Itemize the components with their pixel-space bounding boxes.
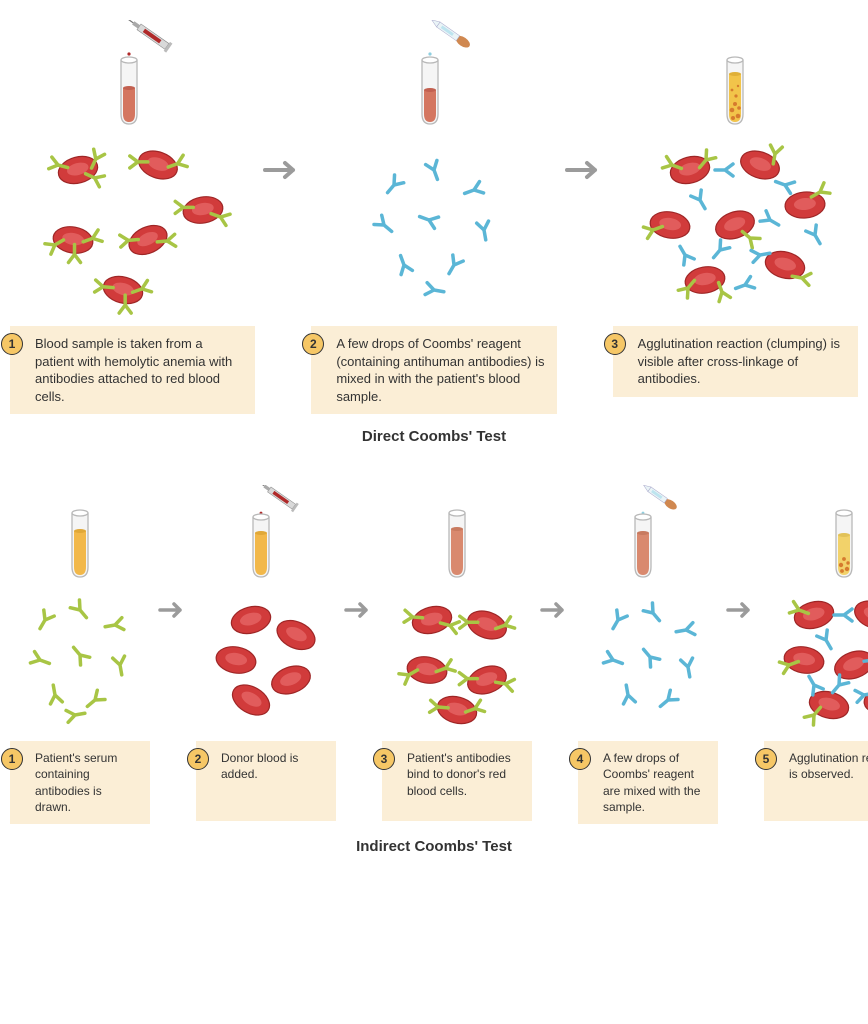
step-number-badge: 3 bbox=[373, 748, 395, 770]
indirect-title: Indirect Coombs' Test bbox=[10, 838, 858, 855]
indirect-step5-illustration bbox=[764, 585, 868, 735]
indirect-step-4: 4 A few drops of Coombs' reagent are mix… bbox=[578, 485, 718, 824]
agglutination-small-icon bbox=[764, 585, 868, 735]
caption-text: Agglutination reaction is observed. bbox=[789, 750, 868, 782]
caption-text: Agglutination reaction (clumping) is vis… bbox=[638, 335, 847, 388]
indirect-step4-tube-area bbox=[578, 485, 718, 585]
arrow-icon bbox=[540, 485, 570, 735]
direct-step3-tube-area bbox=[613, 20, 858, 130]
step-number-badge: 1 bbox=[1, 333, 23, 355]
agglutination-cluster-icon bbox=[620, 130, 850, 320]
indirect-step-1: 1 Patient's serum containing antibodies … bbox=[10, 485, 150, 824]
indirect-step-5: 5 Agglutination reaction is observed. bbox=[764, 485, 868, 821]
direct-step2-illustration bbox=[311, 130, 556, 320]
caption-text: A few drops of Coombs' reagent are mixed… bbox=[603, 750, 707, 815]
indirect-step5-caption: 5 Agglutination reaction is observed. bbox=[764, 741, 868, 821]
agglutination-tube-icon bbox=[705, 20, 765, 130]
indirect-step2-illustration bbox=[196, 585, 336, 735]
direct-step1-caption: 1 Blood sample is taken from a patient w… bbox=[10, 326, 255, 414]
rbc-bound-green-ab-icon bbox=[382, 585, 532, 735]
caption-text: Blood sample is taken from a patient wit… bbox=[35, 335, 244, 405]
green-antibodies-icon bbox=[10, 585, 150, 735]
blue-antibodies-small-icon bbox=[578, 585, 718, 735]
direct-step-3: 3 Agglutination reaction (clumping) is v… bbox=[613, 20, 858, 397]
indirect-step-3: 3 Patient's antibodies bind to donor's r… bbox=[382, 485, 532, 821]
indirect-row: 1 Patient's serum containing antibodies … bbox=[10, 485, 858, 824]
dropper-mixed-tube-icon bbox=[603, 485, 693, 585]
arrow-icon bbox=[158, 485, 188, 735]
direct-step1-tube-area bbox=[10, 20, 255, 130]
direct-step2-tube-area bbox=[311, 20, 556, 130]
step-number-badge: 5 bbox=[755, 748, 777, 770]
blue-antibodies-icon bbox=[334, 130, 534, 320]
arrow-icon bbox=[726, 485, 756, 735]
indirect-step1-caption: 1 Patient's serum containing antibodies … bbox=[10, 741, 150, 824]
caption-text: Donor blood is added. bbox=[221, 750, 325, 782]
indirect-step-2: 2 Donor blood is added. bbox=[196, 485, 336, 821]
syringe-tube-icon bbox=[83, 20, 183, 130]
direct-step3-caption: 3 Agglutination reaction (clumping) is v… bbox=[613, 326, 858, 397]
indirect-step5-tube-area bbox=[764, 485, 868, 585]
direct-step2-caption: 2 A few drops of Coombs' reagent (contai… bbox=[311, 326, 556, 414]
indirect-step2-tube-area bbox=[196, 485, 336, 585]
indirect-step1-illustration bbox=[10, 585, 150, 735]
indirect-step1-tube-area bbox=[10, 485, 150, 585]
agglutination-tube-small-icon bbox=[819, 485, 868, 585]
serum-tube-icon bbox=[55, 485, 105, 585]
caption-text: Patient's antibodies bind to donor's red… bbox=[407, 750, 521, 799]
direct-coombs-section: 1 Blood sample is taken from a patient w… bbox=[10, 20, 858, 445]
indirect-step3-tube-area bbox=[382, 485, 532, 585]
indirect-coombs-section: 1 Patient's serum containing antibodies … bbox=[10, 485, 858, 855]
indirect-step4-caption: 4 A few drops of Coombs' reagent are mix… bbox=[578, 741, 718, 824]
direct-step3-illustration bbox=[613, 130, 858, 320]
step-number-badge: 2 bbox=[187, 748, 209, 770]
arrow-icon bbox=[263, 20, 303, 320]
direct-row: 1 Blood sample is taken from a patient w… bbox=[10, 20, 858, 414]
direct-title: Direct Coombs' Test bbox=[10, 428, 858, 445]
step-number-badge: 3 bbox=[604, 333, 626, 355]
syringe-serum-tube-icon bbox=[221, 485, 311, 585]
step-number-badge: 2 bbox=[302, 333, 324, 355]
caption-text: A few drops of Coombs' reagent (containi… bbox=[336, 335, 545, 405]
direct-step1-illustration bbox=[10, 130, 255, 320]
arrow-icon bbox=[344, 485, 374, 735]
rbc-with-green-ab-icon bbox=[23, 130, 243, 320]
dropper-tube-icon bbox=[384, 20, 484, 130]
step-number-badge: 4 bbox=[569, 748, 591, 770]
step-number-badge: 1 bbox=[1, 748, 23, 770]
caption-text: Patient's serum containing antibodies is… bbox=[35, 750, 139, 815]
indirect-step3-illustration bbox=[382, 585, 532, 735]
direct-step-2: 2 A few drops of Coombs' reagent (contai… bbox=[311, 20, 556, 414]
arrow-icon bbox=[565, 20, 605, 320]
indirect-step4-illustration bbox=[578, 585, 718, 735]
direct-step-1: 1 Blood sample is taken from a patient w… bbox=[10, 20, 255, 414]
mixed-tube-icon bbox=[432, 485, 482, 585]
indirect-step3-caption: 3 Patient's antibodies bind to donor's r… bbox=[382, 741, 532, 821]
donor-rbc-icon bbox=[196, 585, 336, 735]
indirect-step2-caption: 2 Donor blood is added. bbox=[196, 741, 336, 821]
